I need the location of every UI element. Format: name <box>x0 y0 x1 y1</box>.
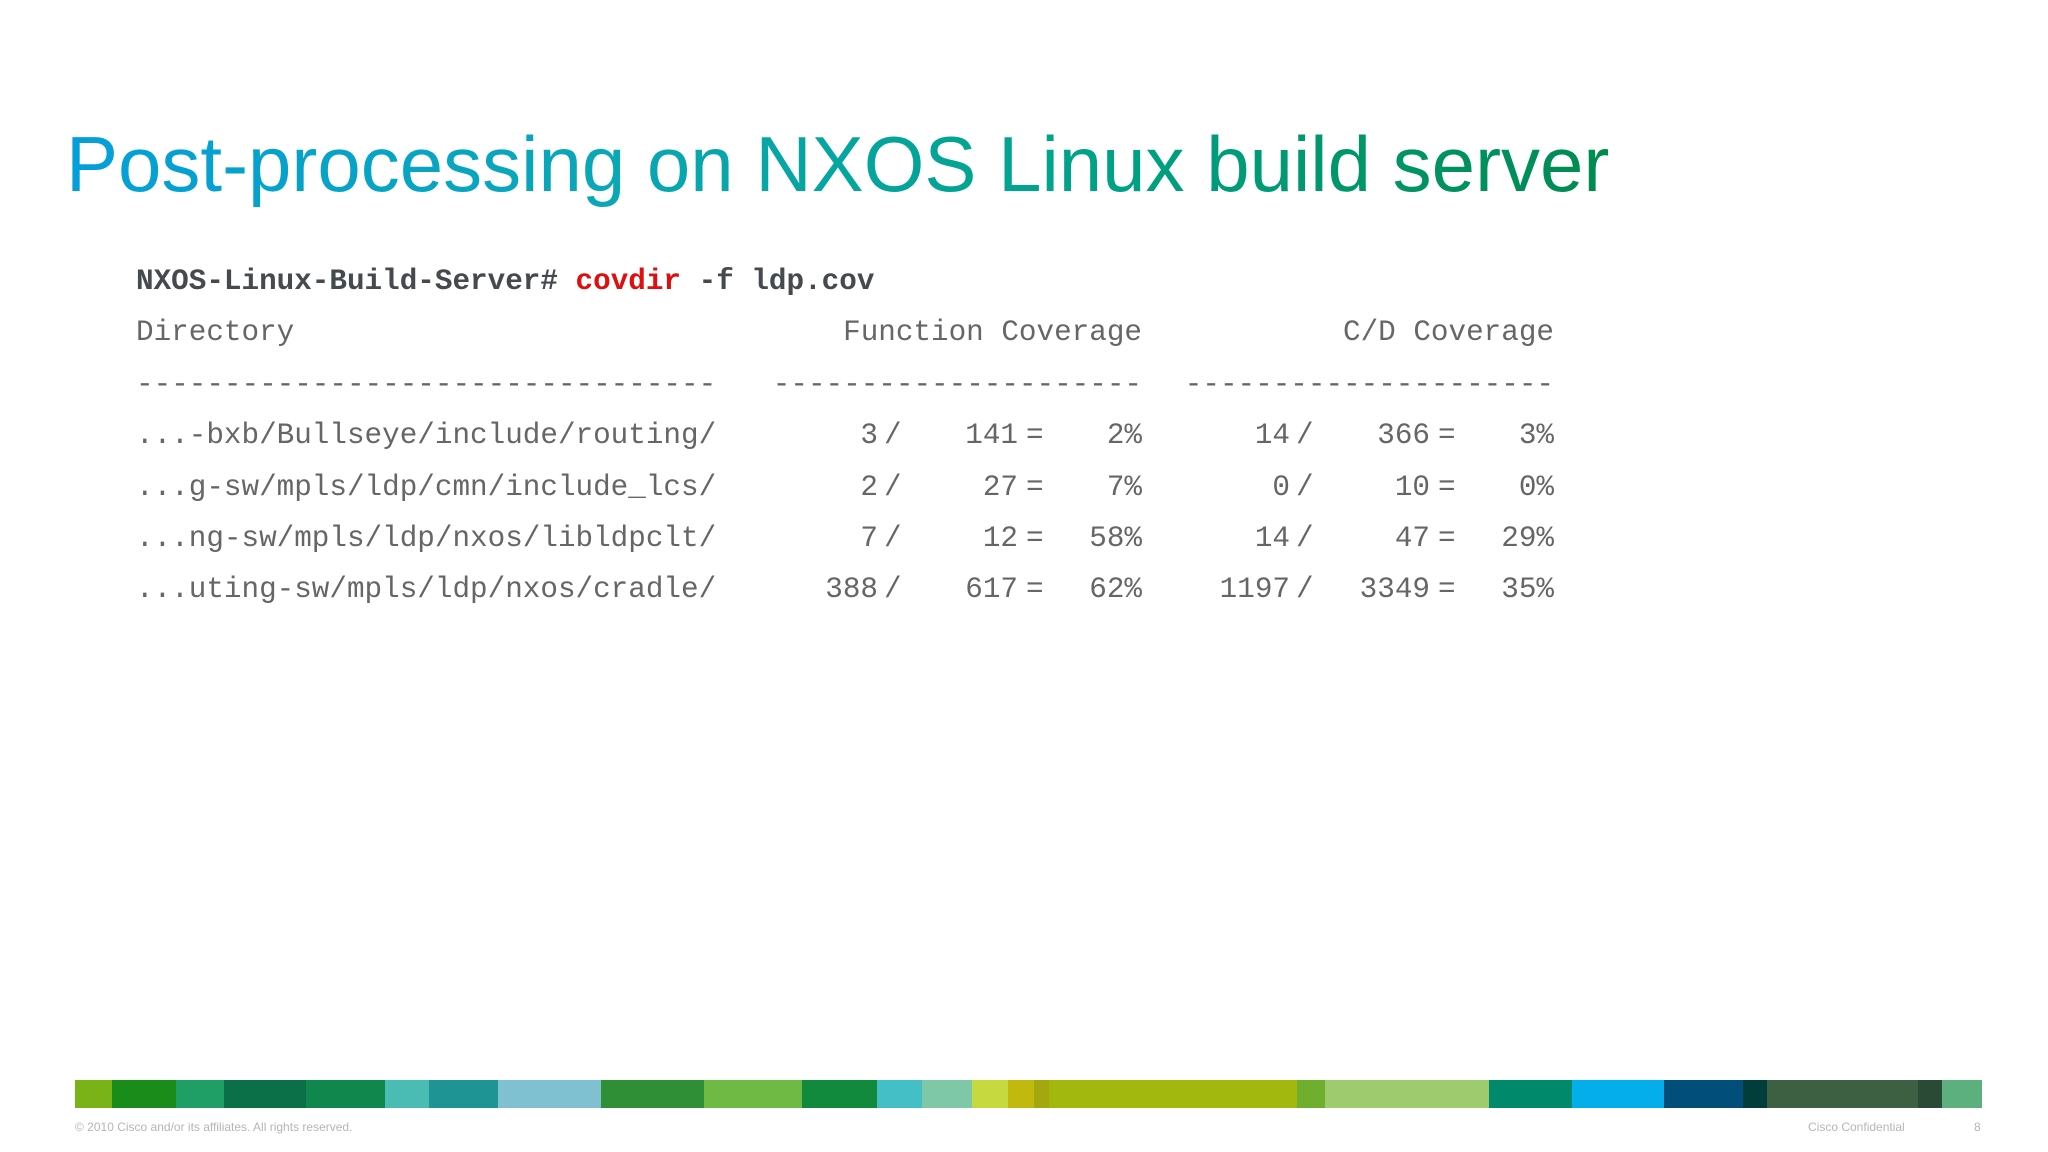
color-band-segment <box>1917 1080 1942 1108</box>
slide-title: Post-processing on NXOS Linux build serv… <box>66 120 1610 208</box>
slash-separator: / <box>884 521 902 555</box>
color-band-segment <box>1034 1080 1050 1108</box>
slash-separator: / <box>1296 573 1314 607</box>
function-percent: 2% <box>1106 419 1142 453</box>
function-hit: 3 <box>860 419 878 453</box>
color-band-segment <box>175 1080 224 1108</box>
color-band-segment <box>75 1080 113 1108</box>
table-row: ...uting-sw/mpls/ldp/nxos/cradle/388/617… <box>136 564 1554 615</box>
header-directory: Directory <box>136 316 295 350</box>
slash-separator: / <box>884 419 902 453</box>
row-directory: ...g-sw/mpls/ldp/cmn/include_lcs/ <box>136 470 717 504</box>
cd-total: 3349 <box>1359 573 1430 607</box>
color-band-segment <box>306 1080 385 1108</box>
color-band-segment <box>498 1080 601 1108</box>
color-band-segment <box>384 1080 429 1108</box>
slash-separator: / <box>1296 419 1314 453</box>
equals-separator: = <box>1026 470 1044 504</box>
equals-separator: = <box>1026 419 1044 453</box>
table-row: ...ng-sw/mpls/ldp/nxos/libldpclt/7/12 = 58… <box>136 513 1554 564</box>
color-band-segment <box>1571 1080 1665 1108</box>
equals-separator: = <box>1438 521 1456 555</box>
color-band-segment <box>704 1080 802 1108</box>
color-band-segment <box>1049 1080 1298 1108</box>
brand-color-band <box>75 1080 1982 1108</box>
function-percent: 58% <box>1089 521 1142 555</box>
command-name: covdir <box>575 265 682 298</box>
terminal-output: NXOS-Linux-Build-Server# covdir -f ldp.c… <box>136 256 1554 616</box>
function-hit: 388 <box>825 573 878 607</box>
cd-hit: 1197 <box>1219 573 1290 607</box>
cd-total: 47 <box>1394 521 1430 555</box>
footer-confidential: Cisco Confidential <box>1808 1120 1905 1134</box>
table-header-row: Directory Function Coverage C/D Coverage <box>136 307 1554 358</box>
color-band-segment <box>877 1080 923 1108</box>
row-directory: ...uting-sw/mpls/ldp/nxos/cradle/ <box>136 573 717 607</box>
function-hit: 2 <box>860 470 878 504</box>
cd-percent: 35% <box>1501 573 1554 607</box>
cd-percent: 29% <box>1501 521 1554 555</box>
equals-separator: = <box>1026 573 1044 607</box>
cd-hit: 0 <box>1272 470 1290 504</box>
color-band-segment <box>428 1080 499 1108</box>
function-hit: 7 <box>860 521 878 555</box>
color-band-segment <box>1941 1080 1982 1108</box>
function-percent: 62% <box>1089 573 1142 607</box>
color-band-segment <box>1489 1080 1572 1108</box>
command-args: -f ldp.cov <box>681 265 875 298</box>
color-band-segment <box>1007 1080 1035 1108</box>
color-band-segment <box>1324 1080 1490 1108</box>
color-band-segment <box>1664 1080 1743 1108</box>
color-band-segment <box>1297 1080 1325 1108</box>
cd-percent: 0% <box>1518 470 1554 504</box>
slash-separator: / <box>884 573 902 607</box>
equals-separator: = <box>1438 470 1456 504</box>
cd-total: 366 <box>1377 419 1430 453</box>
color-band-segment <box>600 1080 705 1108</box>
header-function-coverage: Function Coverage <box>843 316 1142 350</box>
divider-cd-coverage: --------------------- <box>1184 367 1554 401</box>
slash-separator: / <box>1296 521 1314 555</box>
divider-function-coverage: --------------------- <box>772 367 1142 401</box>
cd-percent: 3% <box>1518 419 1554 453</box>
table-divider-row: --------------------------------- -------… <box>136 359 1554 410</box>
color-band-segment <box>922 1080 972 1108</box>
slash-separator: / <box>884 470 902 504</box>
function-total: 617 <box>965 573 1018 607</box>
equals-separator: = <box>1026 521 1044 555</box>
shell-prompt: NXOS-Linux-Build-Server# <box>136 265 576 298</box>
color-band-segment <box>223 1080 307 1108</box>
table-row: ...-bxb/Bullseye/include/routing/3/141 = 2… <box>136 410 1554 461</box>
footer-copyright: © 2010 Cisco and/or its affiliates. All … <box>75 1120 353 1134</box>
row-directory: ...-bxb/Bullseye/include/routing/ <box>136 419 717 453</box>
row-directory: ...ng-sw/mpls/ldp/nxos/libldpclt/ <box>136 521 717 555</box>
table-row: ...g-sw/mpls/ldp/cmn/include_lcs/2/27 = 7%… <box>136 462 1554 513</box>
header-cd-coverage: C/D Coverage <box>1343 316 1554 350</box>
equals-separator: = <box>1438 419 1456 453</box>
equals-separator: = <box>1438 573 1456 607</box>
cd-hit: 14 <box>1254 521 1290 555</box>
divider-directory: --------------------------------- <box>136 367 717 401</box>
function-total: 141 <box>965 419 1018 453</box>
color-band-segment <box>1766 1080 1918 1108</box>
footer-page-number: 8 <box>1974 1120 1981 1134</box>
cd-total: 10 <box>1394 470 1430 504</box>
function-percent: 7% <box>1106 470 1142 504</box>
function-total: 12 <box>982 521 1018 555</box>
cd-hit: 14 <box>1254 419 1290 453</box>
color-band-segment <box>801 1080 878 1108</box>
color-band-segment <box>1742 1080 1767 1108</box>
slash-separator: / <box>1296 470 1314 504</box>
command-line: NXOS-Linux-Build-Server# covdir -f ldp.c… <box>136 256 1554 307</box>
function-total: 27 <box>982 470 1018 504</box>
color-band-segment <box>971 1080 1008 1108</box>
color-band-segment <box>112 1080 176 1108</box>
